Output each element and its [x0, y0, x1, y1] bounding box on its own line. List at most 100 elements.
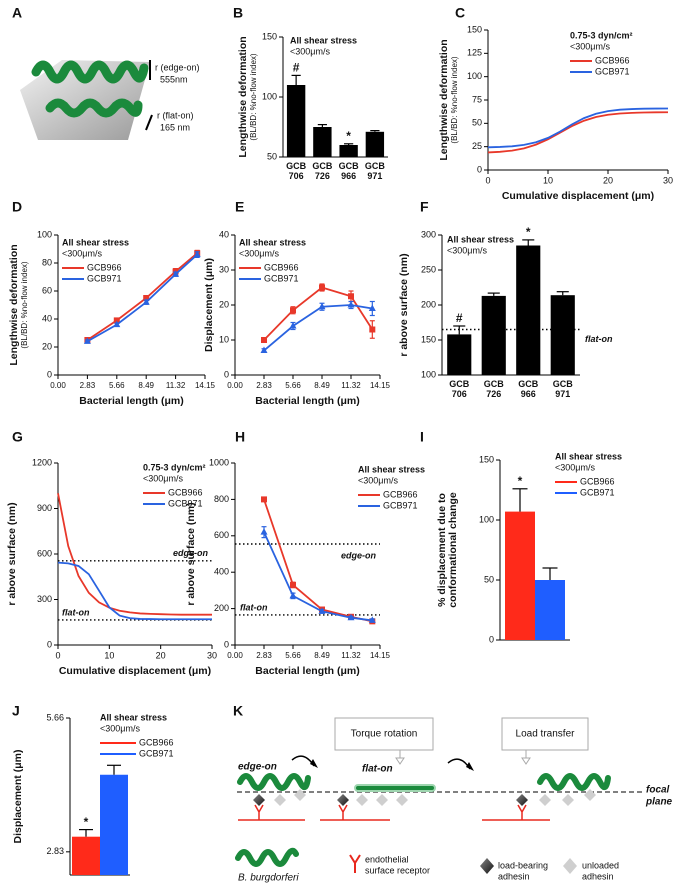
legend-load-bearing [480, 858, 494, 874]
annotation: All shear stress [100, 712, 167, 722]
x-tick-label: 2.83 [80, 381, 96, 390]
legend-label: GCB966 [264, 262, 299, 272]
y-axis-label: % displacement due to [436, 493, 448, 607]
annotation: All shear stress [358, 464, 425, 474]
marker [290, 581, 296, 588]
series-line [57, 493, 212, 616]
x-tick-label: GCB 726 [484, 379, 505, 399]
x-tick-label: GCB 966 [518, 379, 539, 399]
x-tick-label: 8.49 [314, 381, 330, 390]
x-tick-label: 0 [485, 175, 490, 185]
bar [286, 85, 306, 157]
legend-label: surface receptor [365, 865, 430, 875]
spirochete [237, 773, 311, 791]
y-tick-label: 0 [47, 639, 52, 649]
state-label: flat-on [362, 764, 393, 775]
y-axis-label: Lengthwise deformation [8, 244, 20, 365]
y-axis-label: Lengthwise deformation [438, 39, 450, 160]
legend-label: GCB971 [168, 498, 203, 508]
label: 555nm [160, 74, 188, 84]
y-axis-label: (BL/BD: %no-flow index) [20, 261, 29, 348]
x-tick-label: 2.83 [256, 651, 272, 660]
y-tick-label: 20 [219, 299, 229, 309]
x-tick-label: 10 [104, 650, 114, 660]
panel-label: J [12, 703, 20, 719]
reference-label: edge-on [341, 550, 377, 560]
panel-label: K [233, 703, 243, 719]
annotation: All shear stress [555, 451, 622, 461]
legend-label: GCB966 [168, 487, 203, 497]
marker [318, 607, 326, 614]
legend-label: GCB966 [383, 489, 418, 499]
y-tick-label: 100 [37, 229, 52, 239]
x-tick-label: GCB 971 [365, 161, 386, 181]
step-label: Load transfer [516, 729, 576, 740]
y-tick-label: 100 [421, 369, 436, 379]
y-tick-label: 0 [224, 369, 229, 379]
x-tick-label: GCB 706 [286, 161, 307, 181]
y-tick-label: 250 [421, 264, 436, 274]
flat-on-height [145, 114, 153, 131]
x-tick-label: GCB 726 [312, 161, 333, 181]
y-tick-label: 30 [219, 264, 229, 274]
annotation: <300μm/s [62, 248, 102, 258]
y-axis-label: (BL/BD: %no-flow index) [249, 53, 258, 140]
x-axis-label: Cumulative displacement (μm) [502, 190, 654, 202]
panel-label: G [12, 429, 23, 445]
bar [100, 774, 128, 875]
bar [313, 127, 332, 157]
marker [348, 293, 354, 300]
step-label: Torque rotation [351, 729, 418, 740]
marker [261, 496, 267, 503]
x-tick-label: 11.32 [341, 381, 361, 390]
annotation: 0.75-3 dyn/cm² [143, 462, 206, 472]
legend-label: GCB971 [580, 487, 615, 497]
value-annotation: * [526, 225, 531, 239]
y-tick-label: 150 [467, 24, 482, 34]
legend-receptor [349, 854, 361, 873]
value-annotation: * [518, 474, 523, 488]
annotation: All shear stress [62, 237, 129, 247]
y-tick-label: 1000 [209, 457, 229, 467]
panel-label: C [455, 5, 465, 21]
value-annotation: # [293, 61, 300, 75]
y-tick-label: 200 [421, 299, 436, 309]
x-tick-label: GCB 971 [553, 379, 574, 399]
y-tick-label: 150 [262, 31, 277, 41]
x-tick-label: 0.00 [50, 381, 66, 390]
y-tick-label: 1200 [32, 457, 52, 467]
pointer [395, 757, 405, 765]
bar [516, 245, 541, 375]
x-tick-label: 0.00 [227, 381, 243, 390]
annotation: <300μm/s [290, 46, 330, 56]
y-axis-label: Displacement (μm) [12, 750, 24, 844]
x-tick-label: 0.00 [227, 651, 243, 660]
y-axis-label: r above surface (nm) [6, 502, 18, 605]
y-tick-label: 2.83 [46, 846, 64, 856]
legend-label: B. burgdorferi [238, 873, 299, 884]
step-box [501, 717, 589, 751]
y-tick-label: 100 [262, 91, 277, 101]
y-tick-label: 40 [42, 313, 52, 323]
adhesins [253, 789, 596, 806]
legend-unloaded [563, 858, 577, 874]
marker [368, 616, 376, 623]
y-tick-label: 10 [219, 334, 229, 344]
step-box [334, 717, 434, 751]
panel-label: D [12, 199, 22, 215]
reference-label: flat-on [585, 334, 613, 344]
y-tick-label: 800 [214, 494, 229, 504]
legend-label: GCB971 [383, 500, 418, 510]
y-tick-label: 50 [267, 151, 277, 161]
y-axis-label: r above surface (nm) [398, 253, 410, 356]
y-axis-label: (BL/BD: %no-flow index) [450, 56, 459, 143]
bar [72, 836, 100, 875]
x-tick-label: 11.32 [166, 381, 186, 390]
focal-label: plane [645, 797, 673, 808]
marker [369, 326, 376, 333]
y-tick-label: 600 [37, 548, 52, 558]
annotation: <300μm/s [358, 475, 398, 485]
x-axis-label: Cumulative displacement (μm) [59, 665, 211, 677]
panel-label: I [420, 429, 424, 445]
spirochete [537, 773, 611, 791]
